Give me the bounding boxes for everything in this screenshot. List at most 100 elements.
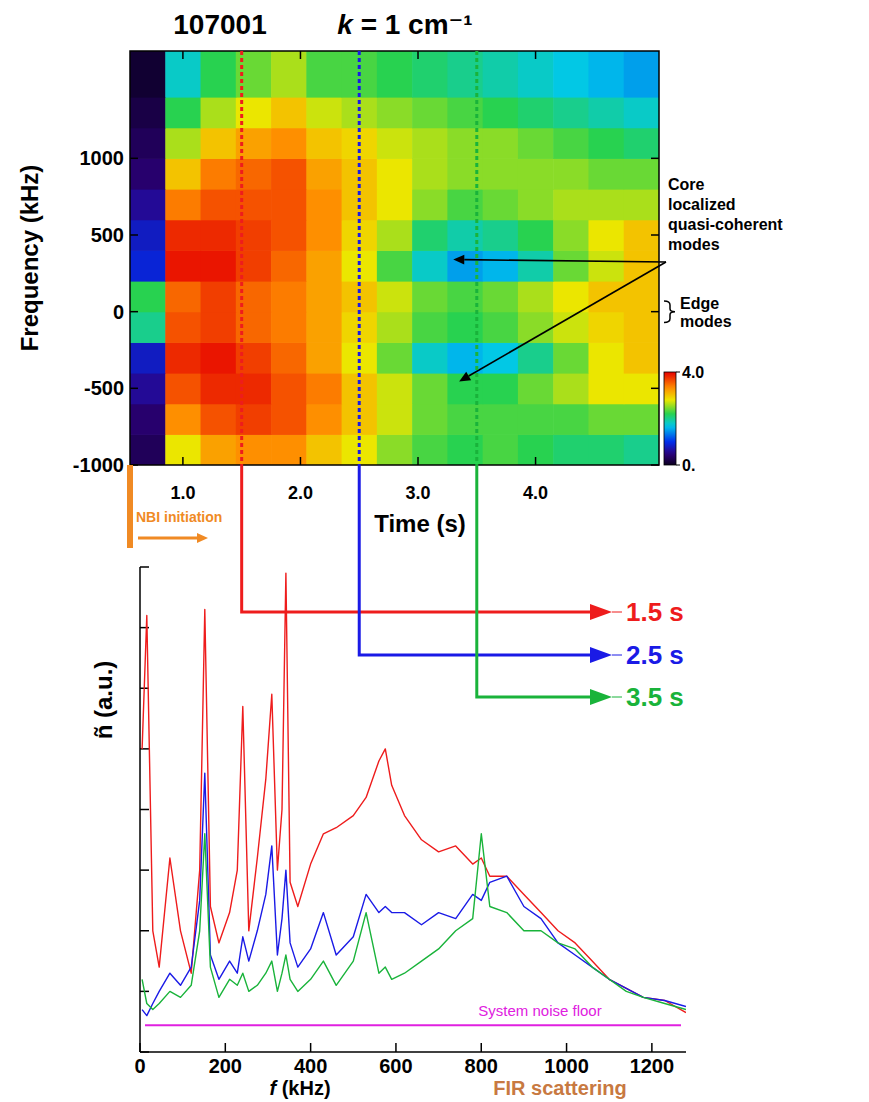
heatmap-cell [624,373,659,404]
y-tick-label: -500 [84,377,124,399]
noise-floor-label: System noise floor [478,1002,601,1019]
heatmap-cell [588,312,624,343]
figure: 107001k = 1 cm⁻¹1.02.03.04.0-1000-500050… [0,0,869,1102]
heatmap-cell [588,189,624,220]
annotation-arrow-head [453,255,464,265]
colorbar-tick-label: 0. [682,457,695,474]
heatmap-cell [412,51,448,98]
heatmap-cell [201,128,237,159]
annotation-text: Core [668,176,705,193]
heatmap-cell [130,250,166,281]
x-tick [651,1043,653,1052]
heatmap-cell [412,189,448,220]
heatmap-cell [624,342,659,373]
x-axis-title: f (kHz) [269,1077,330,1099]
heatmap-cell [306,189,342,220]
marker-tail [612,697,622,698]
heatmap-cell [201,342,237,373]
colorbar-tick [676,465,680,466]
heatmap-cell [165,128,201,159]
heatmap-cell [412,434,448,465]
heatmap-cell [377,158,413,189]
heatmap-cell [377,250,413,281]
y-tick [651,388,659,390]
heatmap-cell [624,434,659,465]
heatmap-cell [518,312,554,343]
heatmap-cell [377,373,413,404]
marker-tail [612,612,622,613]
heatmap-cell [588,373,624,404]
x-tick-label: 1200 [630,1055,675,1077]
y-tick-label: 500 [91,224,124,246]
heatmap-cell [412,158,448,189]
annotation-arrow-head [459,372,471,382]
heatmap-cell [165,189,201,220]
heatmap-cell [306,373,342,404]
marker-connector [477,465,592,697]
heatmap-cell [201,281,237,312]
heatmap-cell [165,281,201,312]
annotation-text: Edge [680,295,719,312]
heatmap-cell [201,312,237,343]
x-tick-label: 200 [209,1055,242,1077]
heatmap-cell [588,128,624,159]
annotation-text: quasi-coherent [668,216,783,233]
heatmap-cell [130,434,166,465]
heatmap-cell [412,312,448,343]
heatmap-cell [412,342,448,373]
heatmap-cell [377,220,413,251]
heatmap-cell [553,281,589,312]
heatmap-cell [201,158,237,189]
x-tick [566,1043,568,1052]
heatmap-cell [483,281,519,312]
x-tick-label: 1.0 [170,483,195,503]
heatmap-cell [271,97,307,128]
x-tick [310,1043,312,1052]
x-tick-label: 0 [134,1055,145,1077]
heatmap-cell [483,312,519,343]
x-tick-label: 2.0 [288,483,313,503]
heatmap-cell [483,434,519,465]
footer-label: FIR scattering [493,1077,626,1099]
heatmap-cell [377,434,413,465]
heatmap-cell [165,51,201,98]
heatmap-cell [412,128,448,159]
heatmap-cell [377,342,413,373]
annotation-text: modes [680,313,732,330]
time-marker [359,51,622,663]
marker-arrowhead [590,689,612,705]
heatmap-cell [624,158,659,189]
heatmap-cell [483,250,519,281]
x-tick-label: 4.0 [523,483,548,503]
heatmap-cell [306,342,342,373]
heatmap-cell [201,373,237,404]
heatmap-cell [201,250,237,281]
x-tick [395,1043,397,1052]
marker-arrowhead [590,604,612,620]
y-tick [130,388,138,390]
heatmap-cell [165,158,201,189]
heatmap-cell [624,97,659,128]
heatmap-cell [412,404,448,435]
y-tick [651,158,659,160]
italic-symbol: k [337,9,354,40]
heatmap-cell [553,342,589,373]
series-label: 1.5 s [626,597,684,627]
heatmap-cell [130,51,166,98]
heatmap-cell [306,220,342,251]
heatmap-cell [553,220,589,251]
annotation-arrow [453,255,666,265]
heatmap-cell [377,404,413,435]
heatmap-cell [624,220,659,251]
y-tick-label: 0 [113,301,124,323]
x-tick-label: 1000 [544,1055,589,1077]
heatmap-cell [271,128,307,159]
heatmap-cell [624,189,659,220]
x-tick [535,457,537,465]
nbi-arrow-shaft [138,537,197,540]
annotation-arrow-shaft [469,262,666,376]
x-tick [300,51,302,59]
heatmap-cell [553,128,589,159]
heatmap-cell [130,128,166,159]
x-tick-label: 3.0 [405,483,430,503]
